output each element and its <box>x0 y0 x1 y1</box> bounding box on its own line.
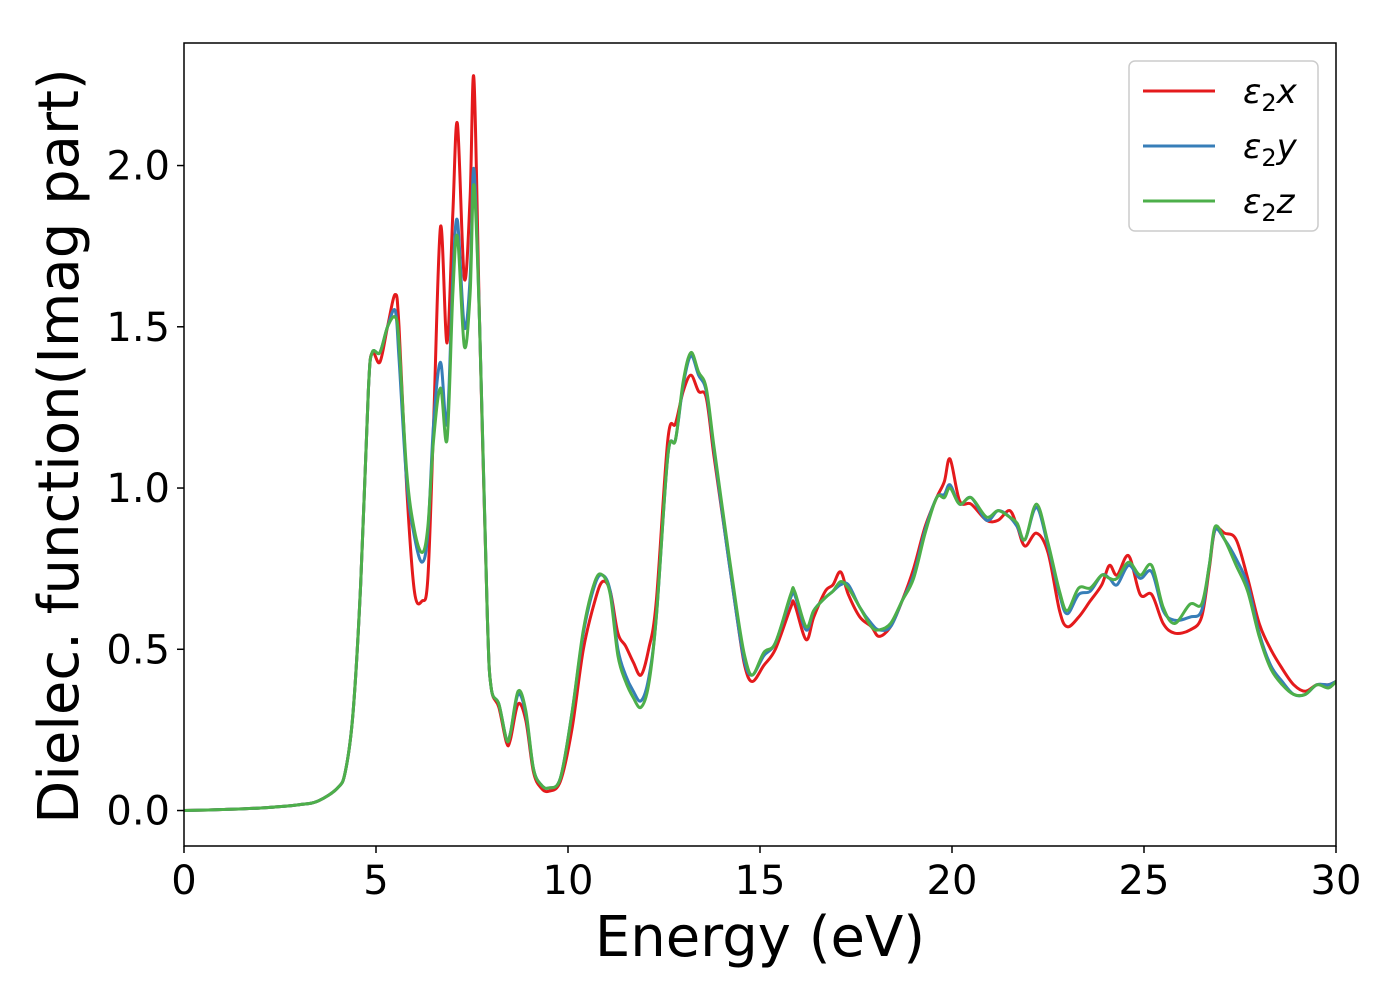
y-axis-title: Dielec. function(Imag part) <box>27 68 92 824</box>
x-axis-title: Energy (eV) <box>595 905 925 970</box>
series-layer <box>184 74 1336 813</box>
x-tick-label: 30 <box>1311 858 1362 904</box>
x-tick-label: 25 <box>1119 858 1170 904</box>
y-tick-label: 1.0 <box>106 466 170 512</box>
legend-label-x: ε2x <box>1243 72 1298 117</box>
x-tick-label: 20 <box>927 858 978 904</box>
y-tick-label: 1.5 <box>106 305 170 351</box>
y-tick-label: 2.0 <box>106 144 170 190</box>
x-tick-label: 10 <box>543 858 594 904</box>
y-axis: 0.0 0.5 1.0 1.5 2.0 <box>106 144 184 835</box>
legend: ε2x ε2y ε2z <box>1128 60 1319 232</box>
y-tick-label: 0.0 <box>106 789 170 835</box>
x-tick-label: 0 <box>171 858 196 904</box>
x-axis: 0 5 10 15 20 25 30 <box>171 846 1361 904</box>
x-tick-label: 5 <box>363 858 388 904</box>
y-tick-label: 0.5 <box>106 627 170 673</box>
legend-box <box>1128 60 1319 232</box>
series-line-z <box>184 183 1336 813</box>
x-tick-label: 15 <box>735 858 786 904</box>
legend-label-y: ε2y <box>1243 127 1298 172</box>
legend-label-z: ε2z <box>1243 182 1296 227</box>
